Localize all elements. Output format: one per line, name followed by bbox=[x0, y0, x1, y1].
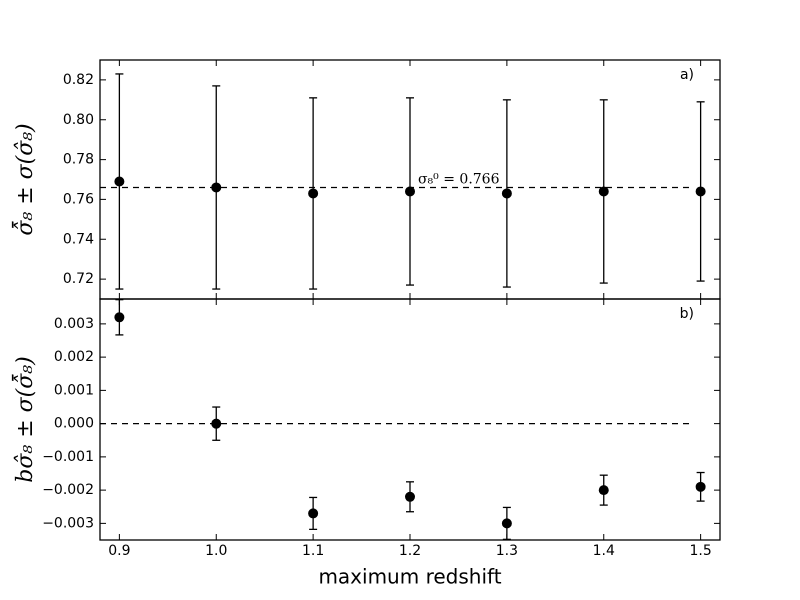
x-tick-label: 1.4 bbox=[593, 543, 615, 559]
point bbox=[405, 186, 415, 197]
y-tick-label: −0.001 bbox=[42, 449, 94, 465]
x-tick-label: 0.9 bbox=[108, 543, 130, 559]
point bbox=[598, 186, 609, 197]
point bbox=[695, 481, 706, 492]
y-tick-label: 0.72 bbox=[63, 271, 94, 287]
x-axis-label: maximum redshift bbox=[318, 565, 501, 589]
x-tick-label: 1.1 bbox=[302, 543, 324, 559]
annotation: σ₈⁰ = 0.766 bbox=[418, 171, 500, 187]
y-tick-label: 0.76 bbox=[63, 191, 94, 207]
point bbox=[114, 176, 125, 187]
panel-label: a) bbox=[680, 67, 694, 83]
y-axis-label: bσ̂₈ ± σ(σ̂̄₈) bbox=[11, 356, 38, 482]
point bbox=[598, 485, 609, 496]
point bbox=[501, 188, 512, 199]
y-tick-label: 0.001 bbox=[54, 382, 94, 398]
x-tick-label: 1.5 bbox=[689, 543, 711, 559]
point bbox=[695, 186, 706, 197]
point bbox=[211, 182, 222, 193]
y-tick-label: 0.82 bbox=[63, 72, 94, 88]
y-tick-label: 0.74 bbox=[63, 231, 94, 247]
y-tick-label: −0.003 bbox=[42, 515, 94, 531]
y-tick-label: 0.80 bbox=[63, 112, 94, 128]
panel-label: b) bbox=[680, 306, 694, 322]
y-tick-label: 0.78 bbox=[63, 152, 94, 168]
point bbox=[501, 518, 512, 529]
x-tick-label: 1.0 bbox=[205, 543, 227, 559]
plot-frame bbox=[99, 298, 721, 541]
point bbox=[308, 188, 319, 199]
y-tick-label: −0.002 bbox=[42, 482, 94, 498]
y-axis-label: σ̂̄₈ ± σ(σ̂₈) bbox=[11, 123, 38, 235]
point bbox=[114, 312, 125, 323]
point bbox=[405, 491, 415, 502]
x-tick-label: 1.3 bbox=[496, 543, 518, 559]
y-tick-label: 0.000 bbox=[54, 416, 94, 432]
y-tick-label: 0.003 bbox=[54, 316, 94, 332]
point bbox=[308, 508, 319, 519]
point bbox=[211, 418, 222, 429]
x-tick-label: 1.2 bbox=[399, 543, 421, 559]
y-tick-label: 0.002 bbox=[54, 349, 94, 365]
